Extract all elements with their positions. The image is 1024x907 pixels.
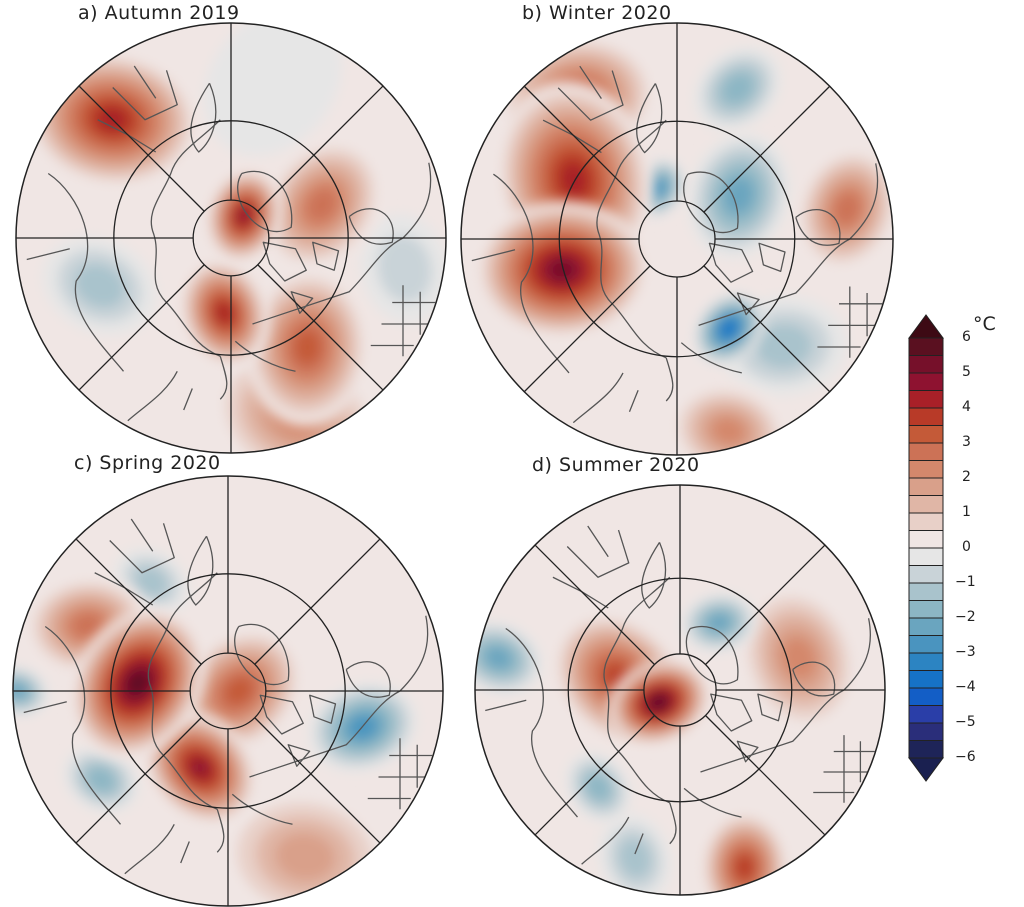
panel-a-title: a) Autumn 2019 (78, 2, 240, 24)
colorbar-band (908, 687, 944, 706)
map-panel-b (460, 22, 894, 456)
colorbar-band (908, 425, 944, 444)
colorbar-tick-label: 3 (962, 434, 971, 450)
colorbar-band (908, 705, 944, 724)
colorbar-band (908, 740, 944, 759)
panel-b-title: b) Winter 2020 (522, 2, 672, 24)
colorbar-band (908, 722, 944, 741)
colorbar (908, 314, 944, 782)
meridian-45 (254, 538, 381, 665)
colorbar-band (908, 407, 944, 426)
colorbar-tick-label: 2 (962, 469, 971, 485)
colorbar-unit-label: °C (973, 313, 996, 335)
meridian-135 (523, 85, 651, 213)
colorbar-band (908, 600, 944, 619)
meridian-225 (78, 264, 205, 391)
colorbar-tick-label: 6 (962, 329, 971, 345)
colorbar-band (908, 460, 944, 479)
anomaly-central-siberia (70, 608, 206, 758)
meridian-135 (75, 538, 202, 665)
anomaly-central-asia (42, 236, 157, 335)
anomaly-beaufort-alaska (179, 258, 270, 368)
meridian-225 (523, 265, 651, 393)
map-boundary (474, 484, 886, 896)
colorbar-tick-label: −2 (955, 609, 976, 625)
map-boundary (12, 475, 444, 907)
meridian-45 (257, 85, 384, 212)
colorbar-tick-label: −1 (955, 574, 976, 590)
colorbar-band (908, 635, 944, 654)
anomaly-canadian-archipelago (688, 132, 790, 259)
meridian-315 (703, 265, 831, 393)
colorbar-band (908, 390, 944, 409)
colorbar-band (908, 337, 944, 356)
map-boundary (15, 22, 447, 454)
colorbar-band (908, 512, 944, 531)
colorbar-band (908, 670, 944, 689)
anomaly-eastern-canada (795, 146, 893, 272)
meridian-315 (257, 264, 384, 391)
colorbar-band (908, 477, 944, 496)
anomaly-alaska (693, 292, 764, 366)
colorbar-band (908, 442, 944, 461)
meridian-135 (534, 544, 655, 665)
colorbar-over-triangle (908, 314, 944, 339)
anomaly-siberian-arctic-north-pole (607, 659, 711, 746)
meridian-45 (703, 85, 831, 213)
meridian-225 (75, 717, 202, 844)
colorbar-tick-label: 0 (962, 539, 971, 555)
anomaly-north-atlantic (203, 23, 342, 156)
colorbar-band (908, 652, 944, 671)
meridian-135 (78, 85, 205, 212)
colorbar-tick-label: −6 (955, 749, 976, 765)
anomaly-hudson-bay-region (308, 682, 418, 772)
meridian-315 (705, 715, 826, 836)
anomaly-central-asia (565, 752, 631, 823)
panel-c-title: c) Spring 2020 (74, 452, 221, 474)
anomaly-north-america-interior (360, 213, 446, 324)
colorbar-band (908, 372, 944, 391)
colorbar-band (908, 547, 944, 566)
coastlines (26, 65, 436, 422)
anomaly-east-asia (598, 813, 672, 895)
anomaly-north-atlantic (694, 46, 782, 131)
anomaly-north-pacific (218, 788, 392, 906)
colorbar-band (908, 582, 944, 601)
meridian-45 (705, 544, 826, 665)
map-panel-a (15, 22, 447, 454)
anomaly-central-asia (63, 746, 139, 813)
colorbar-tick-label: −3 (955, 644, 976, 660)
meridian-315 (254, 717, 381, 844)
colorbar-band (908, 355, 944, 374)
colorbar-tick-label: 1 (962, 504, 971, 520)
coastlines (471, 65, 883, 424)
map-panel-c (12, 475, 444, 907)
colorbar-band (908, 565, 944, 584)
colorbar-band (908, 495, 944, 514)
coastlines (23, 518, 433, 875)
meridian-225 (534, 715, 655, 836)
colorbar-under-triangle (908, 757, 944, 782)
colorbar-tick-label: −5 (955, 714, 976, 730)
colorbar-tick-label: 4 (962, 399, 971, 415)
panel-d-title: d) Summer 2020 (532, 454, 700, 476)
colorbar-band (908, 530, 944, 549)
anomaly-alaska-gulf (245, 268, 370, 427)
colorbar-tick-label: 5 (962, 364, 971, 380)
colorbar-tick-label: −4 (955, 679, 976, 695)
anomaly-laptev-east-siberian-sea (205, 168, 282, 263)
map-boundary (460, 22, 894, 456)
colorbar-band (908, 617, 944, 636)
map-panel-d (474, 484, 886, 896)
